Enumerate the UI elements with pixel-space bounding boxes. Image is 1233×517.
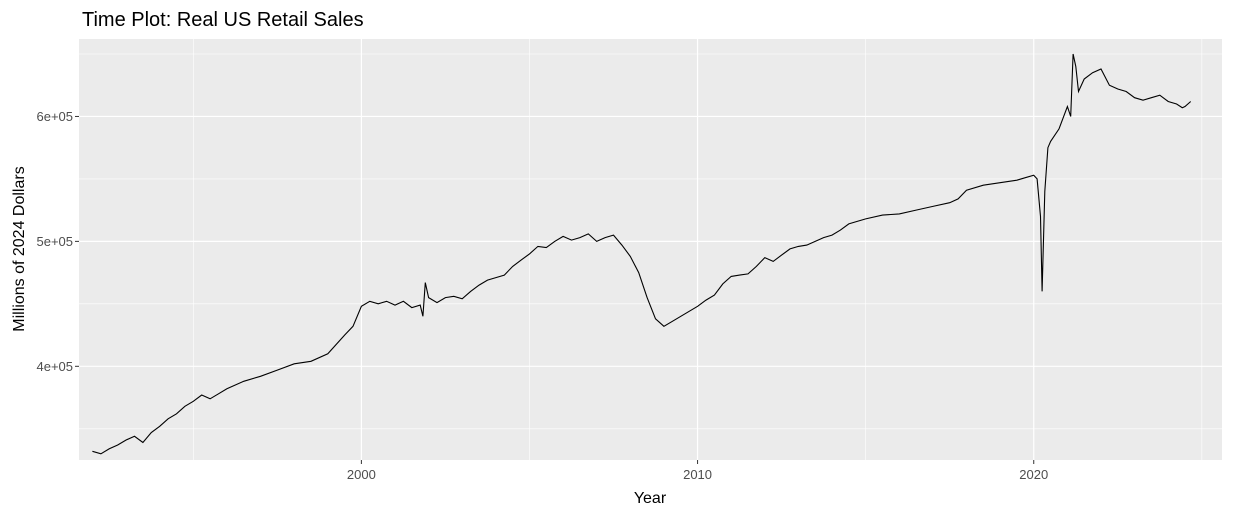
x-axis-ticks: 2000 2010 2020 <box>347 460 1048 482</box>
y-tick-label: 5e+05 <box>36 234 73 249</box>
x-tick-label: 2000 <box>347 467 376 482</box>
x-axis-title: Year <box>634 490 667 507</box>
y-tick-label: 6e+05 <box>36 109 73 124</box>
y-axis-ticks: 4e+05 5e+05 6e+05 <box>36 109 79 374</box>
minor-grid <box>79 39 1222 460</box>
major-grid <box>79 39 1222 460</box>
x-tick-label: 2010 <box>683 467 712 482</box>
chart-title: Time Plot: Real US Retail Sales <box>82 9 364 31</box>
plot-panel <box>79 39 1222 460</box>
x-tick-label: 2020 <box>1019 467 1048 482</box>
y-tick-label: 4e+05 <box>36 359 73 374</box>
y-axis-title: Millions of 2024 Dollars <box>11 166 28 331</box>
retail-sales-line <box>92 53 1192 455</box>
